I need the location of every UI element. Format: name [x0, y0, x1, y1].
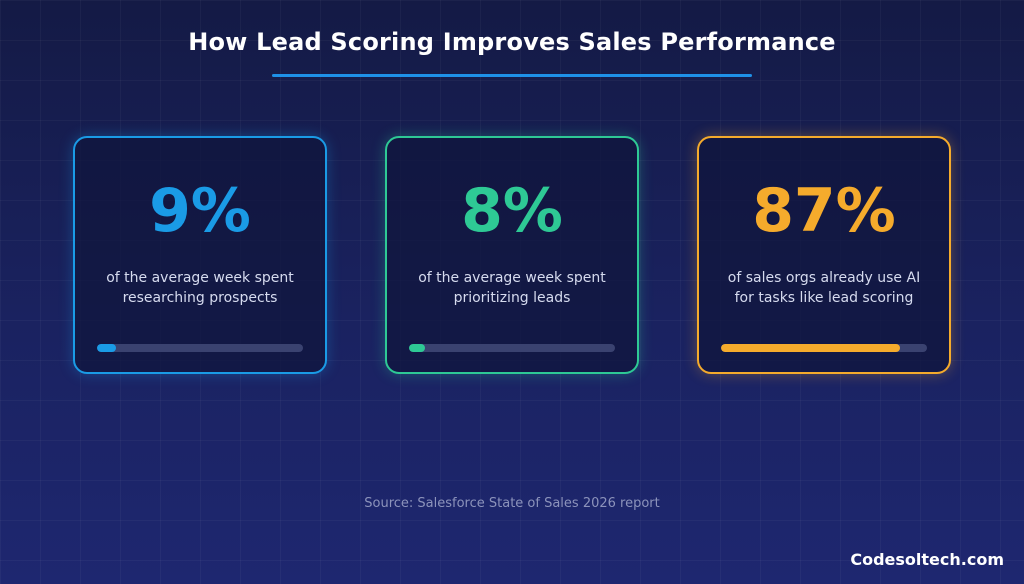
stat-value: 8% — [461, 176, 563, 246]
stat-description: of sales orgs already use AI for tasks l… — [713, 268, 935, 308]
progress-track — [409, 344, 615, 352]
stat-description-line: of sales orgs already use AI — [727, 270, 921, 286]
page-title: How Lead Scoring Improves Sales Performa… — [188, 28, 836, 56]
source-note: Source: Salesforce State of Sales 2026 r… — [364, 496, 660, 511]
progress-track — [721, 344, 927, 352]
progress-fill — [97, 344, 116, 352]
stat-description-line: prioritizing leads — [453, 290, 571, 306]
stat-description-line: of the average week spent — [106, 270, 294, 286]
progress-track — [97, 344, 303, 352]
stat-value: 9% — [149, 176, 251, 246]
stat-description-line: of the average week spent — [418, 270, 606, 286]
stat-card-ai-usage: 87% of sales orgs already use AI for tas… — [697, 136, 951, 374]
stat-description: of the average week spent prioritizing l… — [401, 268, 623, 308]
stat-description: of the average week spent researching pr… — [89, 268, 311, 308]
stat-description-line: researching prospects — [122, 290, 278, 306]
title-underline — [272, 74, 752, 77]
stat-description-line: for tasks like lead scoring — [734, 290, 914, 306]
progress-fill — [409, 344, 426, 352]
stat-card-prioritizing: 8% of the average week spent prioritizin… — [385, 136, 639, 374]
progress-fill — [721, 344, 901, 352]
stat-card-research: 9% of the average week spent researching… — [73, 136, 327, 374]
brand-watermark: Codesoltech.com — [850, 550, 1004, 569]
stat-value: 87% — [752, 176, 896, 246]
